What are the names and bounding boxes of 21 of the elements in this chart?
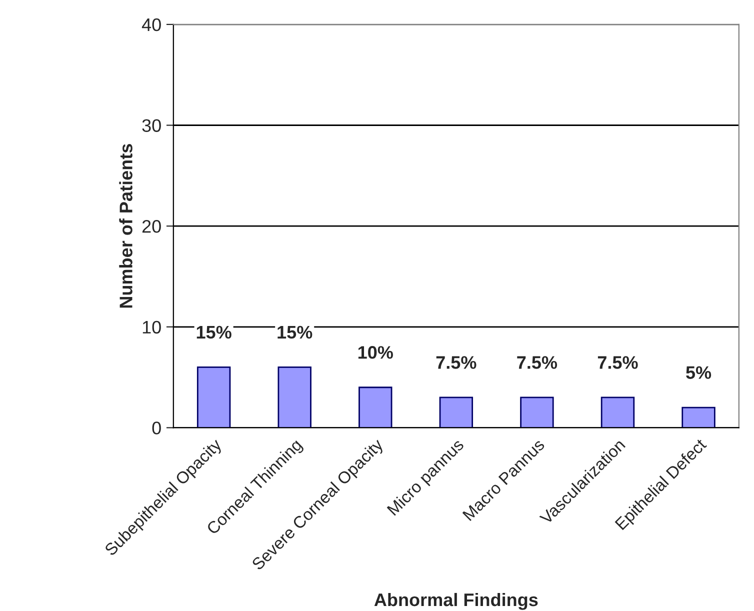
annotation: 7.5% <box>436 356 476 369</box>
annotation: 7.5% <box>517 356 558 369</box>
y-tick-label: 30 <box>142 119 161 132</box>
y-tick-label: 0 <box>152 422 161 434</box>
bar <box>278 366 312 428</box>
bar <box>358 386 392 428</box>
annotation: 10% <box>358 346 393 359</box>
y-tick-label: 20 <box>142 220 161 233</box>
annotation: 15% <box>196 326 232 339</box>
bar <box>439 396 474 428</box>
bar <box>520 396 554 428</box>
bar <box>196 366 231 428</box>
x-axis-title: Abnormal Findings <box>374 592 538 610</box>
annotation: 7.5% <box>598 356 638 369</box>
y-tick-label: 40 <box>142 18 161 32</box>
y-axis-title: Number of Patients <box>119 144 132 308</box>
y-tick-label: 10 <box>142 320 161 334</box>
bar <box>682 406 716 428</box>
annotation: 15% <box>278 326 312 339</box>
annotation: 5% <box>686 366 712 379</box>
bar <box>600 396 635 428</box>
